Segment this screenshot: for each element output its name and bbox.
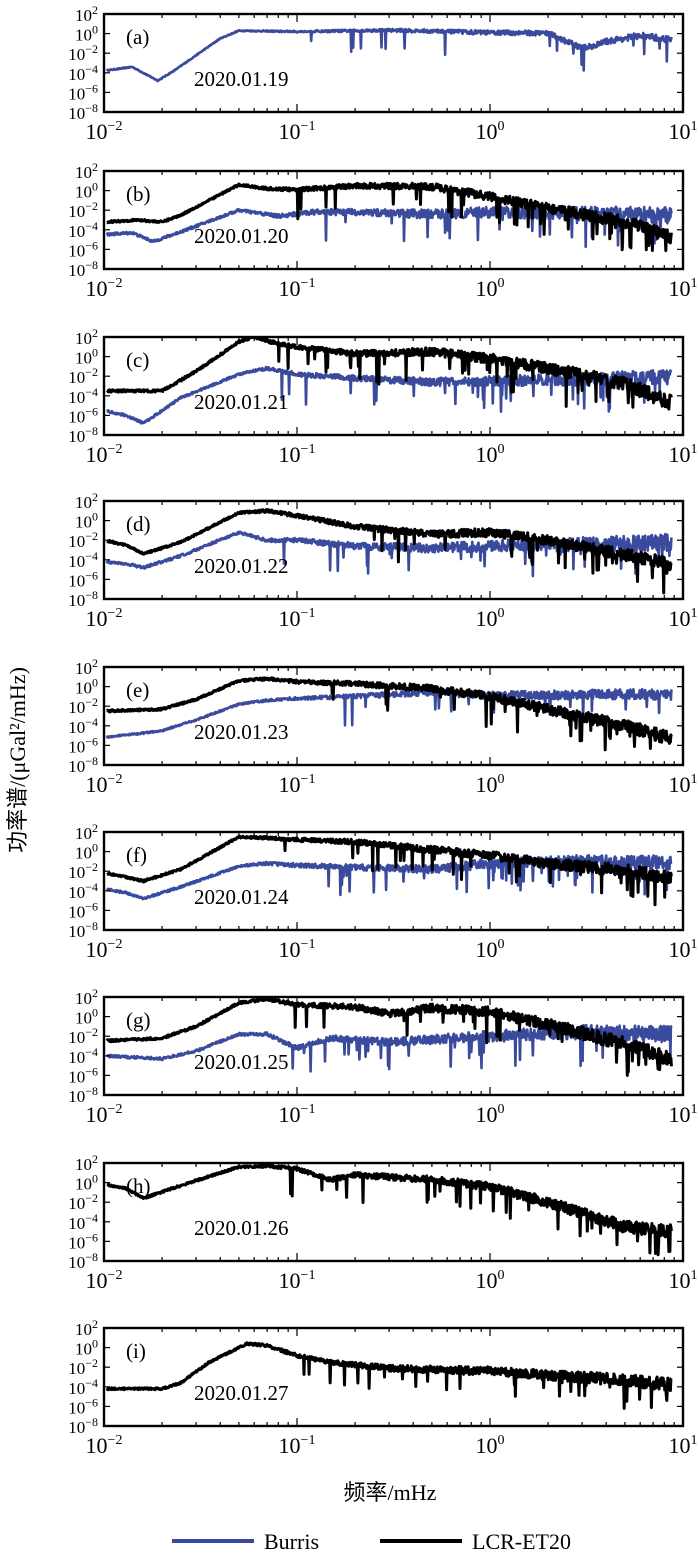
panel-date: 2020.01.23 <box>194 720 289 744</box>
panel-label: (e) <box>126 678 149 702</box>
panel-date: 2020.01.24 <box>194 885 289 909</box>
x-tick-label: 100 <box>476 1102 505 1127</box>
x-tick-label: 101 <box>669 1102 698 1127</box>
x-tick-label: 101 <box>669 1268 698 1293</box>
panel-h: 10−2 10−1 100 10110−810−610−410−2100102(h)2… <box>68 1152 697 1293</box>
x-tick-label: 100 <box>476 1268 505 1293</box>
panel-label: (g) <box>126 1008 151 1032</box>
panel-label: (f) <box>126 843 147 867</box>
x-tick-label: 100 <box>476 1433 505 1458</box>
panels: 10−2 10−1 100 10110−810−610−410−2100102(a)2… <box>68 3 697 1458</box>
panel-a: 10−2 10−1 100 10110−810−610−410−2100102(a)2… <box>68 3 697 144</box>
series-line-lcr-et20 <box>105 997 673 1077</box>
panel-b: 10−2 10−1 100 10110−810−610−410−2100102(b)2… <box>68 160 697 301</box>
plot-frame <box>102 335 685 437</box>
series-line-lcr-et20 <box>105 834 673 907</box>
x-tick-label: 100 <box>476 119 505 144</box>
x-tick-label: 101 <box>669 442 698 467</box>
plot-frame <box>102 1326 685 1428</box>
panel-g: 10−2 10−1 100 10110−810−610−410−2100102(g)2… <box>68 986 697 1127</box>
panel-label: (b) <box>126 182 151 206</box>
plot-frame <box>102 1161 685 1263</box>
panel-f: 10−2 10−1 100 10110−810−610−410−2100102(f)2… <box>68 821 697 962</box>
x-tick-label: 10−1 <box>279 442 316 467</box>
plot-frame <box>102 169 685 271</box>
legend-label-lcr-et20: LCR-ET20 <box>472 1529 571 1554</box>
plot-frame <box>102 995 685 1097</box>
panel-date: 2020.01.20 <box>194 224 289 248</box>
x-tick-label: 10−2 <box>86 276 123 301</box>
x-tick-label: 100 <box>476 606 505 631</box>
series-line-lcr-et20 <box>105 181 673 253</box>
x-tick-label: 10−2 <box>86 937 123 962</box>
panel-d: 10−2 10−1 100 10110−810−610−410−2100102(d)2… <box>68 490 697 631</box>
series-line-burris <box>105 27 673 83</box>
x-tick-label: 100 <box>476 937 505 962</box>
plot-frame <box>102 12 685 114</box>
series-line-lcr-et20 <box>105 1163 673 1257</box>
x-tick-label: 10−1 <box>279 1268 316 1293</box>
panel-date: 2020.01.25 <box>194 1050 289 1074</box>
x-tick-label: 101 <box>669 772 698 797</box>
x-tick-label: 10−1 <box>279 276 316 301</box>
series-line-lcr-et20 <box>105 508 673 595</box>
panel-label: (c) <box>126 348 149 372</box>
x-tick-label: 100 <box>476 276 505 301</box>
x-tick-label: 100 <box>476 772 505 797</box>
panel-e: 10−2 10−1 100 10110−810−610−410−2100102(e)2… <box>68 656 697 797</box>
legend: Burris LCR-ET20 <box>172 1529 571 1554</box>
x-tick-label: 10−2 <box>86 1102 123 1127</box>
x-tick-label: 10−2 <box>86 1268 123 1293</box>
panel-date: 2020.01.26 <box>194 1216 289 1240</box>
panel-date: 2020.01.27 <box>194 1381 289 1405</box>
x-tick-label: 10−2 <box>86 606 123 631</box>
plot-frame <box>102 499 685 601</box>
x-tick-label: 10−2 <box>86 442 123 467</box>
panel-date: 2020.01.21 <box>194 390 289 414</box>
plot-frame <box>102 830 685 932</box>
series-line-lcr-et20 <box>105 337 673 411</box>
x-tick-label: 10−1 <box>279 1433 316 1458</box>
x-axis-title: 频率/mHz <box>344 1480 437 1505</box>
legend-label-burris: Burris <box>264 1529 319 1554</box>
panel-i: 10−2 10−1 100 10110−810−610−410−2100102(i)2… <box>68 1317 697 1458</box>
panel-date: 2020.01.22 <box>194 554 289 578</box>
y-axis-title: 功率谱/(μGal²/mHz) <box>5 667 30 853</box>
series-line-lcr-et20 <box>105 676 673 752</box>
x-tick-label: 10−2 <box>86 119 123 144</box>
panel-label: (i) <box>126 1339 146 1363</box>
panel-date: 2020.01.19 <box>194 67 289 91</box>
panel-label: (d) <box>126 512 151 536</box>
x-tick-label: 10−2 <box>86 1433 123 1458</box>
panel-label: (h) <box>126 1174 151 1198</box>
x-tick-label: 101 <box>669 119 698 144</box>
x-tick-label: 10−1 <box>279 119 316 144</box>
x-tick-label: 100 <box>476 442 505 467</box>
series-line-lcr-et20 <box>105 1341 673 1410</box>
x-tick-label: 10−2 <box>86 772 123 797</box>
x-tick-label: 10−1 <box>279 1102 316 1127</box>
x-tick-label: 10−1 <box>279 772 316 797</box>
panel-label: (a) <box>126 25 149 49</box>
x-tick-label: 101 <box>669 937 698 962</box>
x-tick-label: 101 <box>669 1433 698 1458</box>
plot-frame <box>102 665 685 767</box>
x-tick-label: 101 <box>669 606 698 631</box>
x-tick-label: 101 <box>669 276 698 301</box>
panel-c: 10−2 10−1 100 10110−810−610−410−2100102(c)2… <box>68 326 697 467</box>
x-tick-label: 10−1 <box>279 937 316 962</box>
x-tick-label: 10−1 <box>279 606 316 631</box>
